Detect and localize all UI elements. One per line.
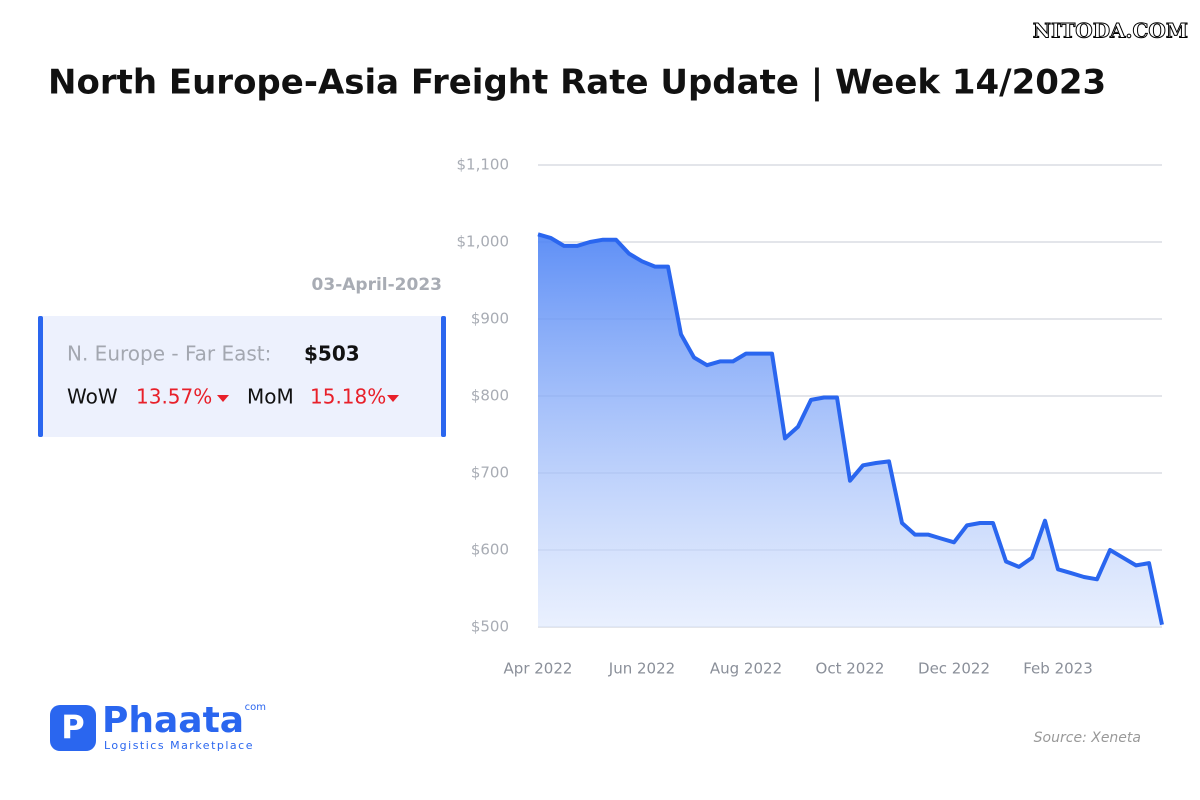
x-tick-label: Oct 2022	[816, 660, 885, 678]
y-tick-label: $600	[471, 541, 509, 559]
y-tick-label: $700	[471, 464, 509, 482]
y-tick-label: $1,000	[457, 233, 510, 251]
y-tick-label: $900	[471, 310, 509, 328]
logo-letter: P	[61, 708, 84, 746]
x-tick-label: Jun 2022	[608, 660, 675, 678]
wow-value: 13.57%	[136, 385, 212, 409]
card-border	[38, 316, 43, 437]
x-tick-label: Aug 2022	[710, 660, 782, 678]
mom-label: MoM	[247, 385, 294, 409]
line	[537, 232, 1164, 626]
chart-title: North Europe-Asia Freight Rate Update | …	[48, 63, 1106, 103]
x-tick-label: Dec 2022	[918, 660, 990, 678]
logo-tagline: Logistics Marketplace	[104, 739, 254, 752]
wow-label: WoW	[67, 385, 118, 409]
area	[538, 234, 1162, 628]
y-tick-label: $800	[471, 387, 509, 405]
card-date: 03-April-2023	[312, 275, 442, 295]
down-arrow	[217, 395, 229, 402]
logo-icon	[50, 705, 96, 751]
source: Source: Xeneta	[1034, 730, 1141, 746]
y-tick-label: $1,100	[457, 156, 510, 174]
watermark: NITODA.COM	[1033, 19, 1188, 43]
x-tick-label: Apr 2022	[504, 660, 573, 678]
y-tick-label: $500	[471, 618, 509, 636]
logo-name: Phaata	[102, 700, 244, 741]
card-price: $503	[304, 342, 360, 366]
x-tick-label: Feb 2023	[1023, 660, 1093, 678]
card-border	[441, 316, 446, 437]
logo-domain: com	[245, 702, 266, 713]
card	[38, 316, 446, 437]
down-arrow	[387, 395, 399, 402]
mom-value: 15.18%	[310, 385, 386, 409]
card-route: N. Europe - Far East:	[67, 342, 271, 366]
